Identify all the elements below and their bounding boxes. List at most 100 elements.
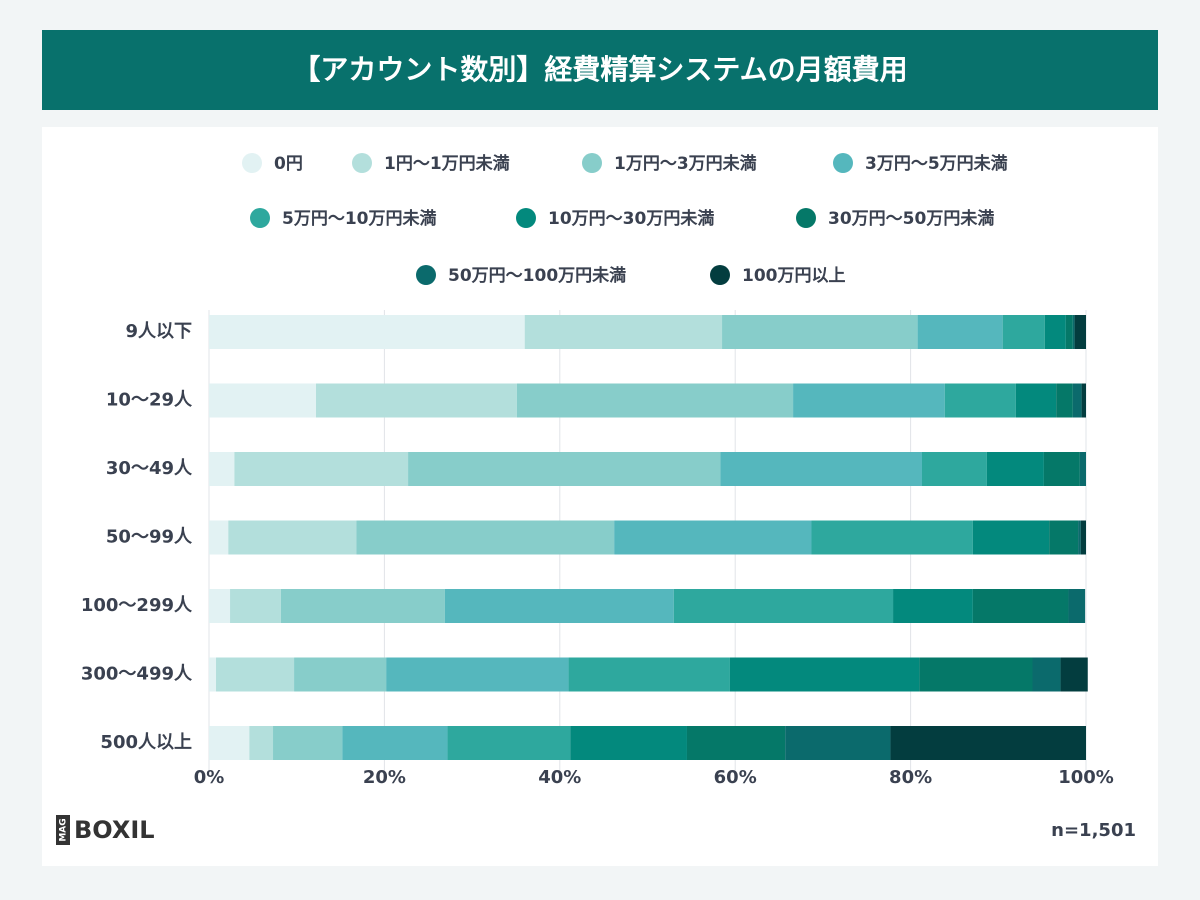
bar-segment [1060, 657, 1088, 692]
bar-segment [209, 315, 525, 349]
y-tick-label: 10〜29人 [106, 390, 193, 411]
y-tick-label: 300〜499人 [81, 664, 193, 685]
bar-segment [722, 315, 918, 349]
bar-segment [793, 383, 945, 418]
logo-box [56, 815, 70, 845]
x-tick-label: 100% [1058, 767, 1114, 788]
bar-segment [686, 726, 786, 760]
y-tick-label: 30〜49人 [106, 458, 193, 479]
bar-segment [444, 589, 674, 623]
bar-segment [342, 726, 448, 760]
legend-swatch [516, 208, 536, 228]
title-banner [42, 30, 1158, 110]
bar-segment [234, 452, 409, 486]
bar-segment [1056, 383, 1073, 418]
bar-segment [1068, 589, 1086, 623]
bar-segment [944, 383, 1016, 418]
chart-title: 【アカウント数別】経費精算システムの月額費用 [292, 53, 907, 86]
bar-segment [785, 726, 891, 760]
bar-segment [1072, 315, 1075, 349]
bar-segment [228, 520, 357, 555]
bar-segment [1079, 452, 1086, 486]
y-tick-label: 9人以下 [125, 321, 192, 342]
bar-segment [1049, 520, 1079, 555]
bar-segment [209, 589, 231, 623]
bar-segment [209, 520, 229, 555]
legend-swatch [582, 153, 602, 173]
bar-segment [386, 657, 569, 692]
legend-label: 3万円〜5万円未満 [865, 153, 1008, 174]
x-tick-label: 60% [714, 767, 757, 788]
bar-segment [524, 315, 723, 349]
y-tick-label: 50〜99人 [106, 527, 193, 548]
bar-segment [516, 383, 794, 418]
bar-segment [315, 383, 517, 418]
bar-segment [1015, 383, 1057, 418]
bar-segment [356, 520, 615, 555]
legend-label: 100万円以上 [742, 266, 846, 286]
bar-segment [919, 657, 1033, 692]
y-tick-label: 500人以上 [100, 732, 192, 753]
bar-segment [280, 589, 445, 623]
legend-label: 0円 [274, 154, 303, 174]
bar-segment [408, 452, 721, 486]
bar-segment [1065, 315, 1073, 349]
legend-swatch [710, 265, 730, 285]
bar-segment [917, 315, 1003, 349]
bar-segment [1081, 383, 1086, 418]
legend-label: 10万円〜30万円未満 [548, 208, 714, 229]
bar-segment [216, 657, 295, 692]
bar-segment [893, 589, 973, 623]
legend-swatch [416, 265, 436, 285]
legend-label: 1万円〜3万円未満 [614, 153, 757, 174]
legend-label: 1円〜1万円未満 [384, 153, 510, 174]
bar-segment [972, 589, 1069, 623]
bar-segment [447, 726, 571, 760]
bar-segment [922, 452, 987, 486]
bar-segment [811, 520, 973, 555]
legend-label: 5万円〜10万円未満 [282, 208, 437, 229]
bar-segment [614, 520, 812, 555]
bar-segment [209, 383, 316, 418]
x-tick-label: 40% [538, 767, 581, 788]
bar-segment [294, 657, 387, 692]
bar-segment [249, 726, 274, 760]
bar-segment [1032, 657, 1061, 692]
legend-swatch [796, 208, 816, 228]
bar-segment [209, 657, 217, 692]
x-tick-label: 20% [363, 767, 406, 788]
bar-segment [986, 452, 1044, 486]
bar-segment [673, 589, 894, 623]
bar-segment [1072, 383, 1082, 418]
legend-swatch [250, 208, 270, 228]
bar-segment [230, 589, 281, 623]
bar-segment [1043, 452, 1080, 486]
bar-segment [568, 657, 730, 692]
bar-segment [720, 452, 923, 486]
bar-segment [209, 452, 235, 486]
logo-mag: MAG [59, 818, 69, 841]
legend-label: 30万円〜50万円未満 [828, 208, 994, 229]
bar-segment [1044, 315, 1066, 349]
legend-swatch [833, 153, 853, 173]
bar-segment [209, 726, 250, 760]
bar-segment [1080, 520, 1086, 555]
x-tick-label: 80% [889, 767, 932, 788]
bar-segment [890, 726, 1086, 760]
legend-label: 50万円〜100万円未満 [448, 265, 626, 286]
bar-segment [1078, 520, 1081, 555]
sample-note: n=1,501 [1051, 820, 1136, 841]
legend-swatch [242, 153, 262, 173]
bar-segment [1002, 315, 1045, 349]
legend-swatch [352, 153, 372, 173]
bar-segment [729, 657, 920, 692]
bar-segment [1074, 315, 1086, 349]
x-tick-label: 0% [194, 767, 225, 788]
y-tick-label: 100〜299人 [81, 595, 193, 616]
logo-text: BOXIL [74, 816, 155, 844]
bar-segment [972, 520, 1050, 555]
bar-segment [273, 726, 343, 760]
bar-segment [570, 726, 687, 760]
